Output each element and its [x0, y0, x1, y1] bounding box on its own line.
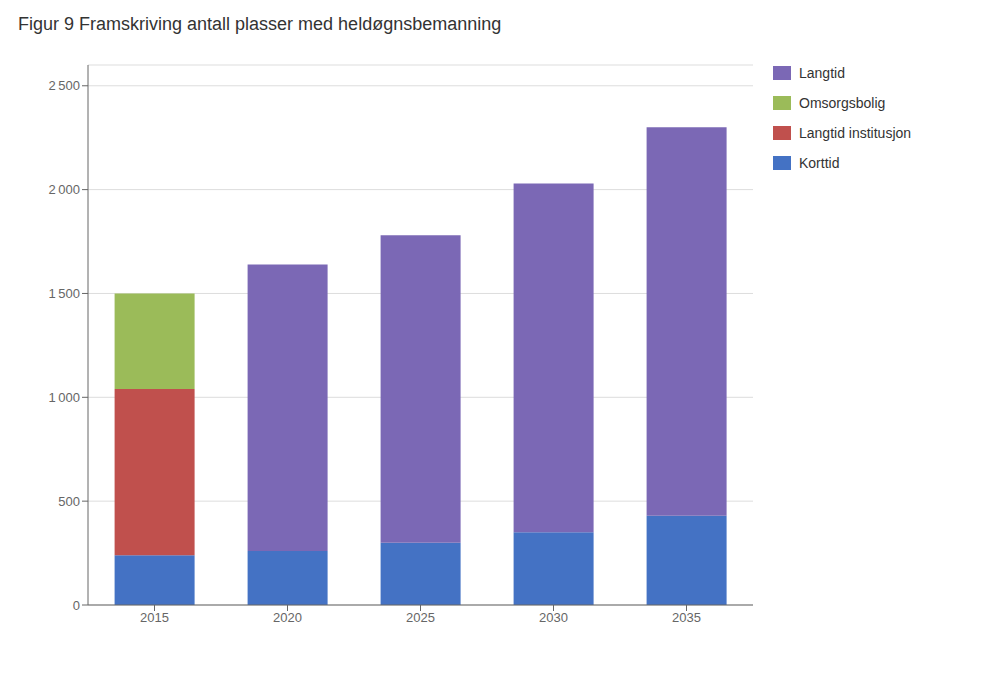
svg-text:2020: 2020: [273, 610, 302, 625]
svg-text:2035: 2035: [672, 610, 701, 625]
svg-text:1 000: 1 000: [48, 390, 80, 405]
svg-text:2030: 2030: [539, 610, 568, 625]
svg-text:2 500: 2 500: [48, 78, 80, 93]
svg-text:1 500: 1 500: [48, 286, 80, 301]
svg-text:2 000: 2 000: [48, 182, 80, 197]
html-text:Korttid: Korttid: [799, 155, 840, 171]
html-text:Figur 9 Framskriving antall pl: Figur 9 Framskriving antall plasser med …: [18, 14, 502, 34]
svg-text:2025: 2025: [406, 610, 435, 625]
html-text:Langtid institusjon: Langtid institusjon: [799, 125, 912, 141]
svg-text:2015: 2015: [140, 610, 169, 625]
html-text:Omsorgsbolig: Omsorgsbolig: [799, 95, 886, 111]
svg-text:500: 500: [58, 494, 80, 509]
svg-text:0: 0: [73, 598, 80, 613]
html-text:Langtid: Langtid: [799, 65, 845, 81]
